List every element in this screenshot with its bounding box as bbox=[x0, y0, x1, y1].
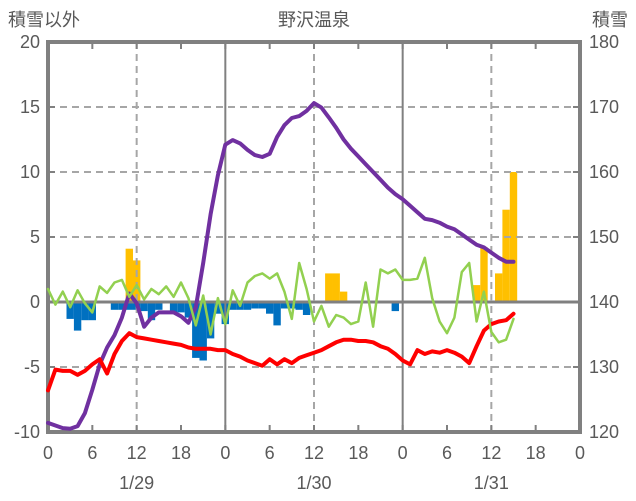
x-tick-label: 18 bbox=[348, 443, 368, 463]
left-tick-label: -5 bbox=[24, 357, 40, 377]
bar-blue-bars-h30 bbox=[266, 302, 274, 314]
x-tick-label: 6 bbox=[442, 443, 452, 463]
bar-blue-bars-h27 bbox=[243, 302, 252, 310]
bar-blue-bars-h3 bbox=[66, 302, 74, 319]
bar-blue-bars-h11 bbox=[125, 302, 133, 310]
right-tick-label: 180 bbox=[589, 32, 619, 52]
bar-blue-bars-h25 bbox=[229, 302, 237, 310]
x-tick-label: 0 bbox=[575, 443, 585, 463]
bar-blue-bars-h28 bbox=[251, 302, 259, 309]
series-red-line bbox=[46, 311, 516, 393]
left-tick-label: 5 bbox=[30, 227, 40, 247]
bar-orange-bars-h11 bbox=[125, 248, 133, 302]
left-tick-label: 15 bbox=[20, 97, 40, 117]
x-tick-label: 0 bbox=[398, 443, 408, 463]
x-tick-label: 6 bbox=[265, 443, 275, 463]
bar-orange-bars-h38 bbox=[325, 273, 333, 302]
bar-blue-bars-h34 bbox=[295, 302, 303, 310]
bar-orange-bars-h58 bbox=[472, 285, 481, 302]
bar-blue-bars-h31 bbox=[273, 302, 281, 326]
bar-orange-bars-h62 bbox=[502, 209, 510, 302]
x-tick-label: 12 bbox=[127, 443, 147, 463]
left-axis-title: 積雪以外 bbox=[8, 10, 80, 30]
bar-blue-bars-h33 bbox=[288, 302, 296, 309]
bar-blue-bars-h13 bbox=[140, 302, 148, 312]
x-tick-label: 0 bbox=[43, 443, 53, 463]
date-label: 1/30 bbox=[296, 473, 331, 493]
right-tick-label: 150 bbox=[589, 227, 619, 247]
x-tick-label: 0 bbox=[220, 443, 230, 463]
right-tick-label: 160 bbox=[589, 162, 619, 182]
bar-blue-bars-h5 bbox=[81, 302, 89, 321]
bar-blue-bars-h18 bbox=[177, 302, 185, 313]
bar-orange-bars-h12 bbox=[133, 260, 141, 302]
bar-blue-bars-h29 bbox=[258, 302, 266, 309]
date-label: 1/31 bbox=[474, 473, 509, 493]
bar-blue-bars-h22 bbox=[206, 302, 215, 339]
bar-orange-bars-h59 bbox=[480, 247, 488, 302]
x-tick-label: 18 bbox=[526, 443, 546, 463]
bar-orange-bars-h63 bbox=[509, 172, 518, 302]
right-tick-label: 120 bbox=[589, 422, 619, 442]
series-green-line bbox=[46, 256, 515, 344]
bar-blue-bars-h20 bbox=[192, 302, 200, 358]
bar-orange-bars-h40 bbox=[339, 291, 348, 302]
bar-orange-bars-h61 bbox=[495, 273, 503, 302]
right-tick-label: 140 bbox=[589, 292, 619, 312]
x-tick-label: 12 bbox=[481, 443, 501, 463]
x-tick-label: 18 bbox=[171, 443, 191, 463]
x-tick-label: 6 bbox=[87, 443, 97, 463]
bar-blue-bars-h17 bbox=[169, 302, 178, 313]
bar-blue-bars-h19 bbox=[184, 302, 193, 318]
bar-blue-bars-h47 bbox=[391, 302, 399, 312]
date-label: 1/29 bbox=[119, 473, 154, 493]
bar-blue-bars-h4 bbox=[73, 302, 82, 331]
left-tick-label: 20 bbox=[20, 32, 40, 52]
bar-blue-bars-h35 bbox=[302, 302, 311, 315]
bar-blue-bars-h10 bbox=[118, 302, 126, 310]
left-tick-label: 10 bbox=[20, 162, 40, 182]
left-tick-label: -10 bbox=[14, 422, 40, 442]
right-tick-label: 130 bbox=[589, 357, 619, 377]
chart-title: 野沢温泉 bbox=[278, 10, 350, 30]
series-purple-line bbox=[46, 101, 516, 431]
bar-orange-bars-h39 bbox=[332, 273, 340, 302]
right-axis-title: 積雪 bbox=[592, 10, 628, 30]
bar-blue-bars-h9 bbox=[110, 302, 119, 310]
left-tick-label: 0 bbox=[30, 292, 40, 312]
bar-blue-bars-h14 bbox=[147, 302, 156, 321]
bar-blue-bars-h21 bbox=[199, 302, 207, 361]
x-tick-label: 12 bbox=[304, 443, 324, 463]
bar-blue-bars-h15 bbox=[155, 302, 163, 310]
bar-blue-bars-h32 bbox=[280, 302, 289, 309]
right-tick-label: 170 bbox=[589, 97, 619, 117]
bar-blue-bars-h23 bbox=[214, 302, 222, 314]
